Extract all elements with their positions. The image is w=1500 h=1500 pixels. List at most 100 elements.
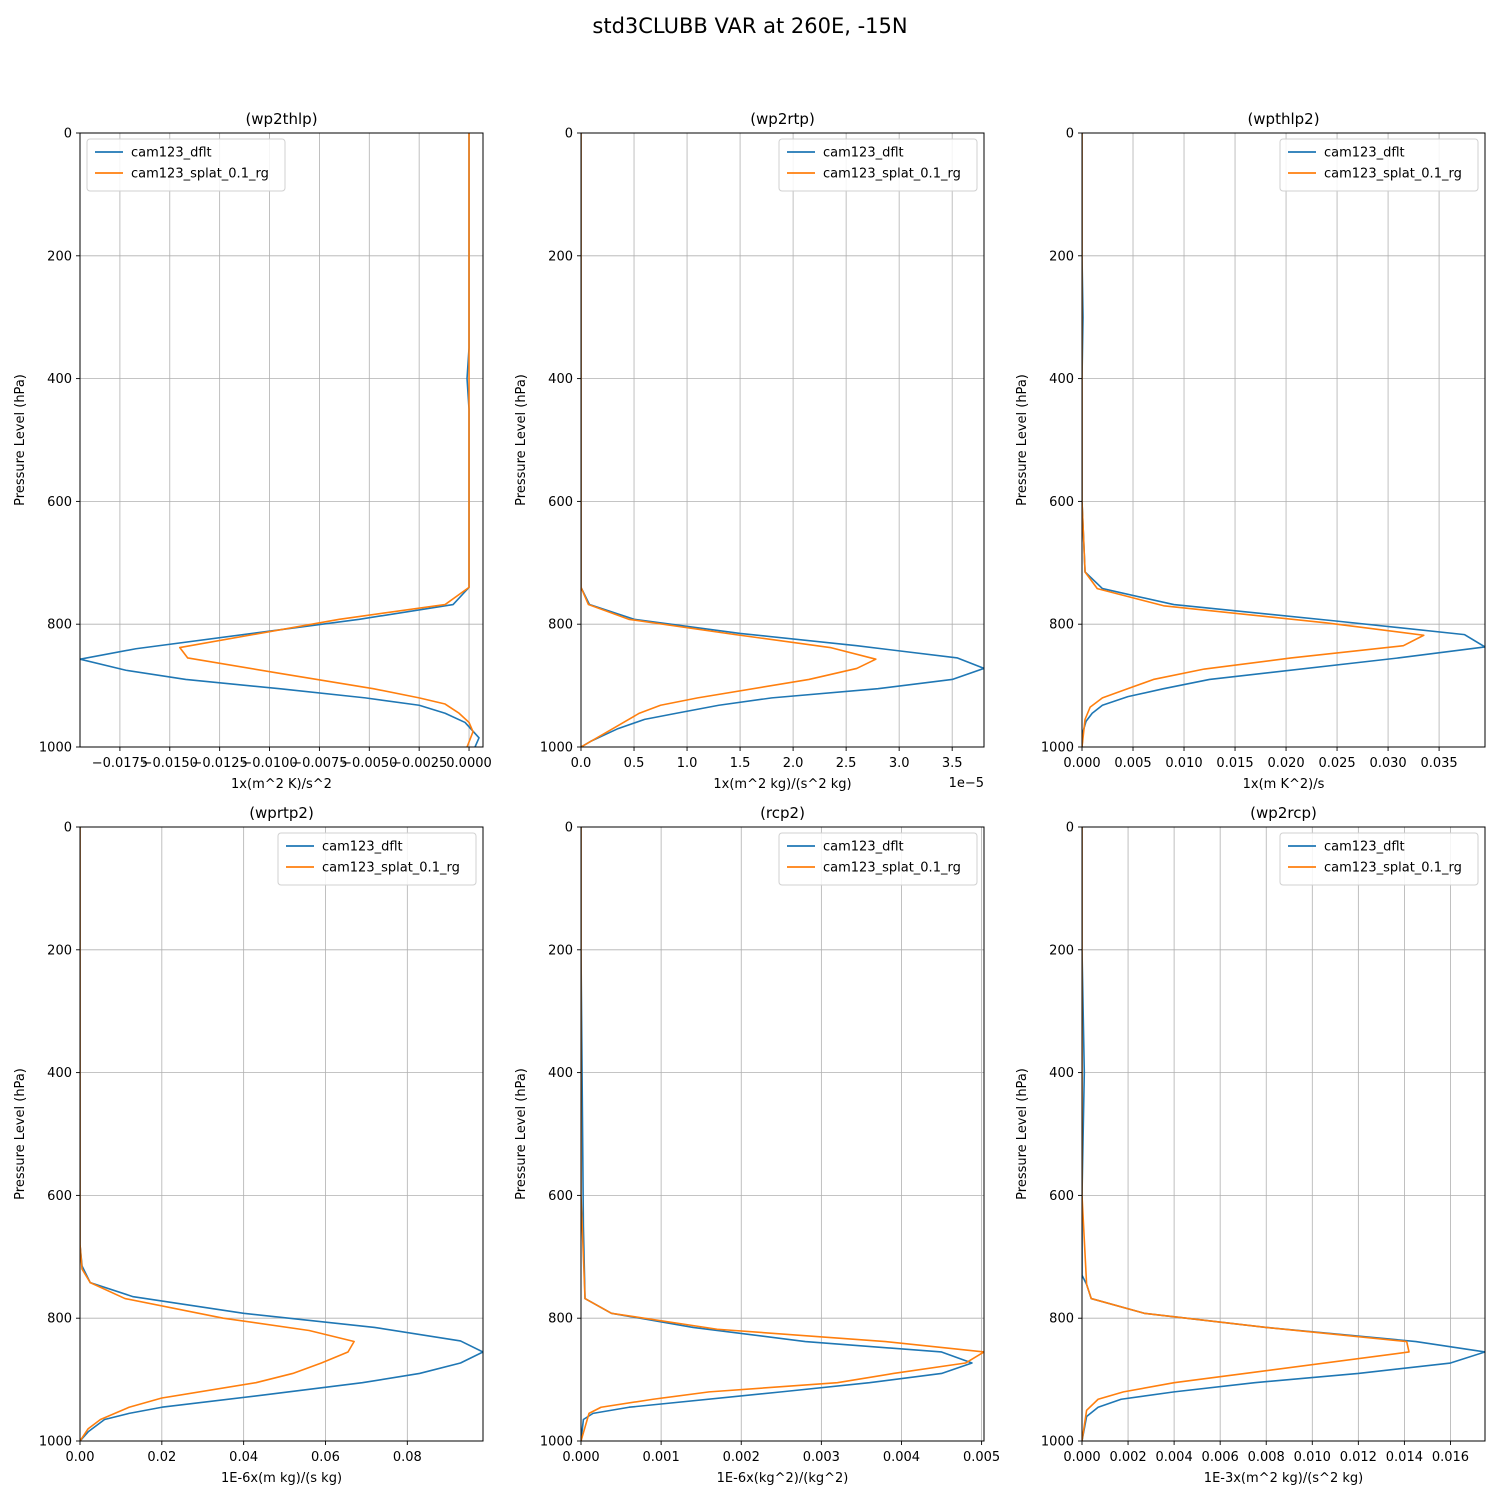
x-tick-label: 0.001 bbox=[643, 1450, 680, 1465]
legend: cam123_dflt cam123_splat_0.1_rg bbox=[1279, 138, 1479, 192]
y-tick-label: 200 bbox=[47, 249, 72, 264]
y-tick-label: 200 bbox=[1049, 249, 1074, 264]
series-group bbox=[581, 827, 984, 1441]
x-tick-label: 0.010 bbox=[1294, 1450, 1331, 1465]
y-tick-label: 0 bbox=[565, 127, 573, 142]
x-tick-label: 0.000 bbox=[1063, 1450, 1100, 1465]
x-axis-label: 1E-3x(m^2 kg)/(s^2 kg) bbox=[1204, 1471, 1363, 1486]
x-tick-label: 0.010 bbox=[1165, 756, 1202, 771]
series-line-splat bbox=[178, 133, 474, 747]
y-tick-label: 1000 bbox=[1041, 741, 1074, 756]
x-tick-label: −0.0150 bbox=[142, 756, 198, 771]
x-axis-label: 1x(m^2 K)/s^2 bbox=[231, 777, 332, 792]
x-tick-label: −0.0175 bbox=[92, 756, 148, 771]
chart-panel-5: 0.000 0.001 0.002 0.003 0.004 0.005 0 200 400 600… bbox=[514, 804, 1000, 1486]
legend-label: cam123_splat_0.1_rg bbox=[131, 167, 269, 182]
legend: cam123_dflt cam123_splat_0.1_rg bbox=[86, 138, 286, 192]
legend-box bbox=[86, 138, 286, 192]
y-tick-label: 0 bbox=[64, 127, 72, 142]
y-tick-label: 400 bbox=[548, 1066, 573, 1081]
series-line-dflt bbox=[581, 133, 984, 747]
x-tick-label: 0.006 bbox=[1202, 1450, 1239, 1465]
legend-label: cam123_dflt bbox=[1324, 840, 1405, 855]
x-tick-label: 0.035 bbox=[1420, 756, 1457, 771]
x-tick-label: 0.014 bbox=[1386, 1450, 1423, 1465]
y-tick-label: 200 bbox=[47, 943, 72, 958]
x-tick-label: 0.002 bbox=[723, 1450, 760, 1465]
legend-label: cam123_splat_0.1_rg bbox=[823, 861, 961, 876]
y-tick-label: 1000 bbox=[540, 1435, 573, 1450]
x-tick-label: 3.0 bbox=[889, 756, 910, 771]
y-axis-label: Pressure Level (hPa) bbox=[13, 1068, 28, 1200]
y-tick-label: 800 bbox=[47, 1312, 72, 1327]
y-tick-label: 0 bbox=[64, 821, 72, 836]
y-tick-label: 200 bbox=[1049, 943, 1074, 958]
legend-label: cam123_splat_0.1_rg bbox=[322, 861, 460, 876]
legend: cam123_dflt cam123_splat_0.1_rg bbox=[1279, 832, 1479, 886]
y-tick-label: 600 bbox=[1049, 495, 1074, 510]
y-tick-label: 1000 bbox=[39, 741, 72, 756]
x-tick-label: 0.025 bbox=[1318, 756, 1355, 771]
chart-panel-3: 0.000 0.005 0.010 0.015 0.020 0.025 0.030 0.035… bbox=[1015, 110, 1486, 792]
y-tick-label: 800 bbox=[548, 1312, 573, 1327]
y-axis-label: Pressure Level (hPa) bbox=[1015, 1068, 1030, 1200]
x-tick-label: 0.5 bbox=[624, 756, 645, 771]
series-line-splat bbox=[581, 827, 984, 1441]
legend-box bbox=[1279, 832, 1479, 886]
x-tick-label: 0.000 bbox=[562, 1450, 599, 1465]
x-tick-label: 0.020 bbox=[1267, 756, 1304, 771]
series-line-splat bbox=[80, 827, 355, 1441]
y-tick-label: 0 bbox=[1066, 127, 1074, 142]
legend: cam123_dflt cam123_splat_0.1_rg bbox=[778, 832, 978, 886]
series-group bbox=[1082, 827, 1485, 1441]
figure-title: std3CLUBB VAR at 260E, -15N bbox=[592, 14, 908, 38]
x-axis-label: 1E-6x(kg^2)/(kg^2) bbox=[717, 1471, 849, 1486]
legend: cam123_dflt cam123_splat_0.1_rg bbox=[778, 138, 978, 192]
y-tick-label: 800 bbox=[548, 618, 573, 633]
y-tick-label: 600 bbox=[47, 495, 72, 510]
legend-box bbox=[1279, 138, 1479, 192]
x-tick-label: 0.002 bbox=[1109, 1450, 1146, 1465]
y-tick-label: 1000 bbox=[1041, 1435, 1074, 1450]
x-tick-label: 1.5 bbox=[730, 756, 751, 771]
y-tick-label: 600 bbox=[548, 1189, 573, 1204]
x-tick-label: 0.02 bbox=[147, 1450, 176, 1465]
x-tick-label: 3.5 bbox=[942, 756, 963, 771]
legend-label: cam123_splat_0.1_rg bbox=[1324, 167, 1462, 182]
chart-panel-1: −0.0175−0.0150−0.0125−0.0100−0.0075−0.00… bbox=[13, 110, 492, 792]
y-tick-label: 400 bbox=[548, 372, 573, 387]
series-line-dflt bbox=[1082, 133, 1485, 747]
x-tick-label: 0.012 bbox=[1340, 1450, 1377, 1465]
series-group bbox=[80, 827, 483, 1441]
legend-label: cam123_dflt bbox=[823, 146, 904, 161]
series-group bbox=[80, 133, 480, 747]
plot-frame bbox=[79, 132, 484, 748]
x-tick-label: 0.005 bbox=[963, 1450, 1000, 1465]
x-tick-label: 0.000 bbox=[1063, 756, 1100, 771]
legend-label: cam123_dflt bbox=[823, 840, 904, 855]
x-tick-label: 0.0000 bbox=[446, 756, 492, 771]
x-tick-label: 2.5 bbox=[836, 756, 857, 771]
x-tick-label: 0.06 bbox=[311, 1450, 340, 1465]
y-tick-label: 600 bbox=[1049, 1189, 1074, 1204]
x-tick-label: 0.008 bbox=[1248, 1450, 1285, 1465]
legend: cam123_dflt cam123_splat_0.1_rg bbox=[277, 832, 477, 886]
legend-box bbox=[277, 832, 477, 886]
x-axis-label: 1x(m^2 kg)/(s^2 kg) bbox=[713, 777, 851, 792]
x-tick-label: 0.003 bbox=[803, 1450, 840, 1465]
series-line-splat bbox=[581, 133, 877, 747]
y-tick-label: 600 bbox=[47, 1189, 72, 1204]
x-tick-label: −0.0100 bbox=[241, 756, 297, 771]
plot-frame bbox=[580, 132, 985, 748]
chart-title: (wp2thlp) bbox=[245, 110, 317, 128]
plot-frame bbox=[1081, 132, 1486, 748]
x-tick-label: −0.0125 bbox=[191, 756, 247, 771]
x-tick-label: 0.00 bbox=[66, 1450, 95, 1465]
y-tick-label: 600 bbox=[548, 495, 573, 510]
x-tick-label: −0.0025 bbox=[391, 756, 447, 771]
chart-title: (wp2rcp) bbox=[1250, 804, 1317, 822]
series-line-splat bbox=[1082, 133, 1425, 747]
x-offset-label: 1e−5 bbox=[949, 776, 984, 791]
x-axis-label: 1x(m K^2)/s bbox=[1243, 777, 1325, 792]
